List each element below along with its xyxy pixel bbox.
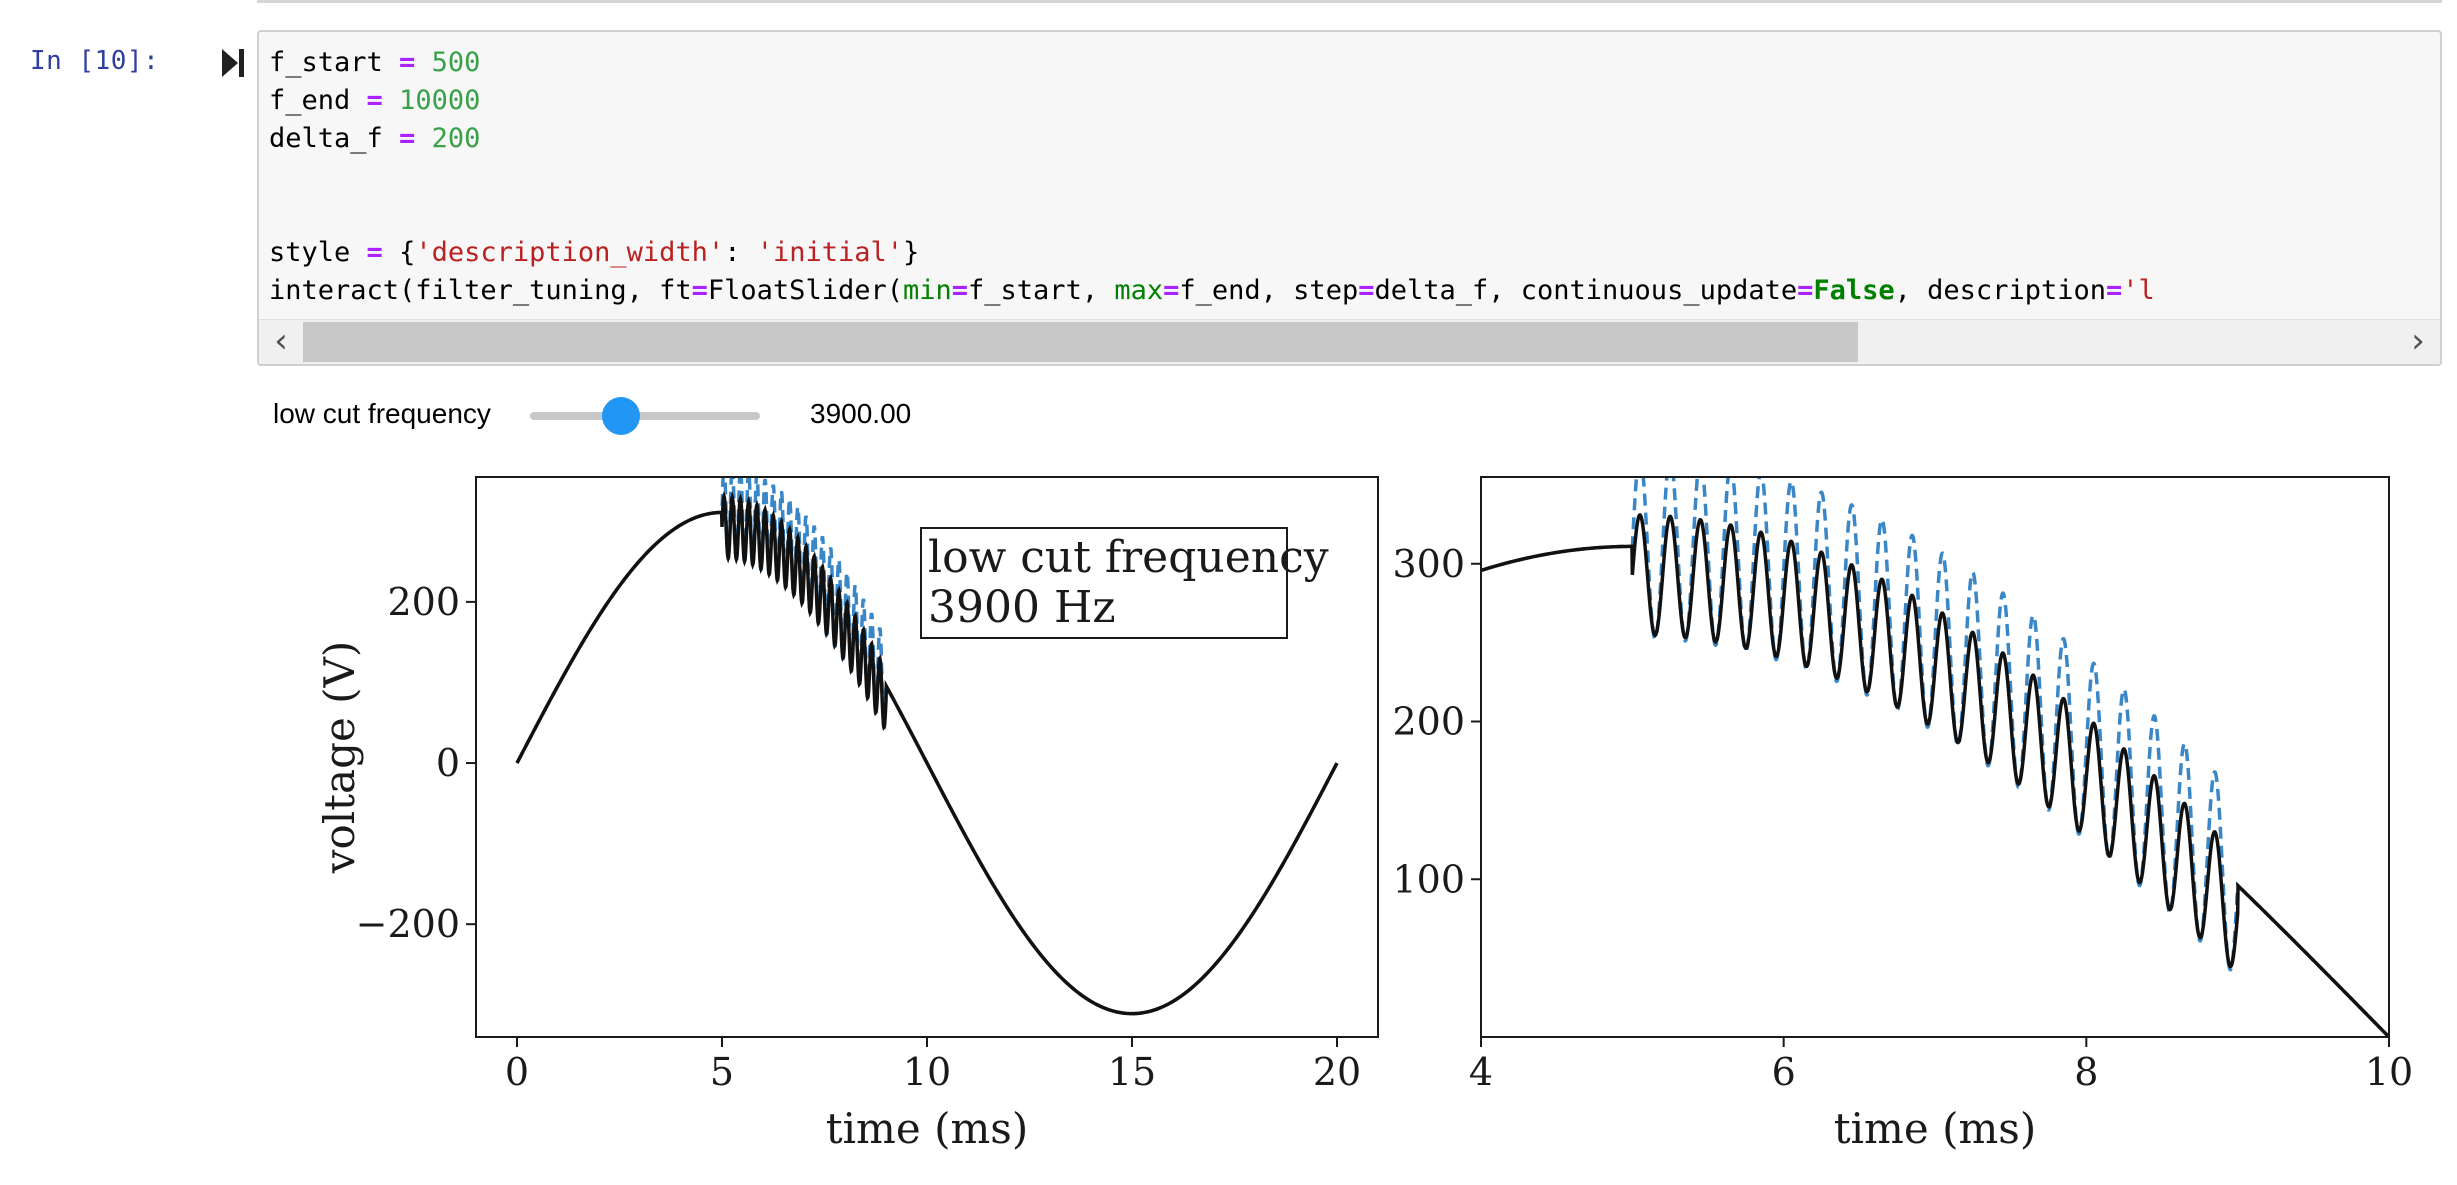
cell-prompt: In [10]: — [30, 46, 160, 76]
series-filtered-line — [515, 490, 1339, 1016]
x-tick-label: 4 — [1469, 1050, 1493, 1094]
code-token: = — [399, 123, 416, 154]
legend-text: 3900 Hz — [928, 582, 1116, 633]
series-original-line — [1481, 477, 2389, 1037]
code-token: = — [951, 275, 969, 306]
x-tick-label: 6 — [1772, 1050, 1796, 1094]
code-token: max — [1114, 275, 1164, 306]
code-token: min — [902, 275, 952, 306]
code-token: = — [691, 275, 708, 306]
code-token: = — [2105, 275, 2123, 306]
code-token: FloatSlider( — [707, 275, 903, 306]
chart-panel: 0 5 10 15 20 −200 0 200 time (ms) voltage (V) low … — [315, 476, 1379, 1153]
code-token: = — [399, 47, 416, 78]
code-token: style — [269, 237, 367, 268]
code-token: delta_f, continuous_update — [1374, 275, 1798, 306]
code-token: = — [366, 85, 383, 116]
code-line: f_start = 500 — [269, 47, 480, 78]
x-tick-label: 8 — [2074, 1050, 2098, 1094]
code-token: = — [366, 237, 383, 268]
scrollbar-thumb[interactable] — [303, 322, 1858, 362]
series-filtered-line — [1481, 512, 2389, 1037]
code-token — [415, 47, 431, 78]
code-line: delta_f = 200 — [269, 123, 480, 154]
code-token: : — [724, 237, 757, 268]
code-token: f_start — [269, 47, 400, 78]
code-token — [383, 85, 399, 116]
previous-cell-border — [257, 0, 2442, 3]
code-token: 'description_width' — [415, 237, 725, 268]
y-tick-label: 0 — [436, 741, 460, 785]
x-tick-label: 10 — [903, 1050, 951, 1094]
code-token: = — [1358, 275, 1375, 306]
legend-text: low cut frequency — [928, 532, 1329, 583]
code-token: f_end, step — [1179, 275, 1359, 306]
y-tick-label: −200 — [356, 902, 460, 946]
series-original-line — [515, 477, 1339, 1016]
y-tick-label: 100 — [1392, 857, 1465, 901]
code-token: 500 — [431, 47, 481, 78]
code-token: = — [1797, 275, 1814, 306]
x-axis-label: time (ms) — [1834, 1104, 2037, 1153]
code-line: style = {'description_width': 'initial'} — [269, 237, 919, 268]
code-editor[interactable]: f_start = 500 f_end = 10000 delta_f = 20… — [269, 44, 2155, 310]
slider-track[interactable] — [530, 412, 760, 420]
y-axis-label: voltage (V) — [315, 641, 364, 875]
code-token: delta_f — [269, 123, 400, 154]
slider-value: 3900.00 — [810, 398, 912, 429]
chart-panel: 4 6 8 10 100 200 300 time (ms) — [1392, 476, 2413, 1153]
x-tick-label: 15 — [1108, 1050, 1156, 1094]
code-token: , description — [1894, 275, 2106, 306]
code-token: f_end — [269, 85, 367, 116]
code-cell[interactable]: f_start = 500 f_end = 10000 delta_f = 20… — [257, 30, 2442, 366]
code-token: interact(filter_tuning, ft — [269, 275, 692, 306]
code-token: f_start, — [968, 275, 1115, 306]
x-tick-label: 5 — [710, 1050, 734, 1094]
scroll-right-icon[interactable]: › — [2411, 321, 2425, 361]
code-token: False — [1813, 275, 1895, 306]
code-token: = — [1163, 275, 1180, 306]
run-cell-icon[interactable] — [220, 46, 246, 80]
code-token: 10000 — [399, 85, 481, 116]
code-line: f_end = 10000 — [269, 85, 480, 116]
y-tick-label: 200 — [1392, 700, 1465, 744]
code-token: 'initial' — [756, 237, 904, 268]
code-token: { — [382, 237, 416, 268]
slider-label: low cut frequency — [273, 398, 491, 429]
x-tick-label: 0 — [505, 1050, 529, 1094]
horizontal-scrollbar[interactable]: ‹ › — [259, 319, 2440, 364]
code-token: 'l — [2122, 275, 2155, 306]
y-tick-label: 300 — [1392, 542, 1465, 586]
slider-handle[interactable] — [602, 397, 641, 435]
x-axis-label: time (ms) — [826, 1104, 1029, 1153]
x-tick-label: 20 — [1313, 1050, 1361, 1094]
code-token: 200 — [431, 123, 481, 154]
legend-box — [920, 527, 1288, 639]
y-tick-label: 200 — [387, 580, 460, 624]
x-tick-label: 10 — [2365, 1050, 2413, 1094]
plot-frame — [1480, 476, 2390, 1038]
code-line: interact(filter_tuning, ft=FloatSlider(m… — [269, 275, 2155, 306]
code-token: } — [903, 237, 920, 268]
scroll-left-icon[interactable]: ‹ — [274, 321, 288, 361]
plot-frame — [475, 476, 1379, 1038]
code-token — [415, 123, 431, 154]
